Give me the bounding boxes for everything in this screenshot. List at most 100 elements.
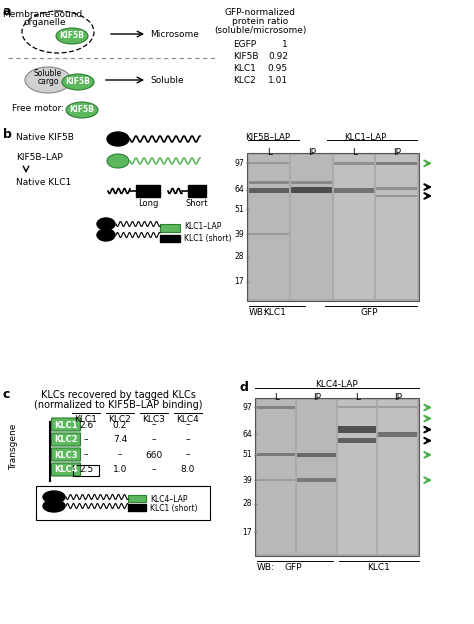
Text: 28: 28 [243, 499, 252, 509]
Bar [257, 454, 295, 456]
Text: IP: IP [308, 148, 316, 157]
Text: –: – [152, 421, 156, 429]
Text: KLC1–LAP: KLC1–LAP [344, 133, 386, 142]
Text: –: – [152, 466, 156, 474]
Bar [379, 432, 417, 437]
Bar [379, 406, 417, 409]
Text: 51: 51 [242, 451, 252, 459]
Ellipse shape [25, 67, 71, 93]
Text: KLC1: KLC1 [233, 64, 256, 73]
Text: (soluble/microsome): (soluble/microsome) [214, 26, 306, 35]
Text: Microsome: Microsome [150, 30, 199, 39]
Bar [376, 162, 417, 165]
Text: 0.92: 0.92 [268, 52, 288, 61]
Text: KIF5B: KIF5B [65, 77, 91, 87]
Bar [249, 233, 290, 235]
Bar [249, 162, 290, 164]
Bar [292, 187, 332, 193]
Bar [160, 235, 180, 242]
Bar [376, 187, 417, 190]
Text: L: L [274, 393, 279, 402]
Text: b: b [3, 128, 12, 141]
Bar [73, 464, 99, 475]
Text: KLC2: KLC2 [54, 436, 78, 444]
Bar [257, 406, 295, 409]
Bar [247, 153, 419, 301]
Text: KLC1: KLC1 [74, 415, 98, 424]
FancyBboxPatch shape [52, 418, 81, 431]
Text: KLC1: KLC1 [367, 563, 391, 572]
Ellipse shape [62, 74, 94, 90]
Text: Soluble: Soluble [150, 76, 183, 85]
Bar [379, 400, 417, 554]
Bar [298, 400, 336, 554]
Ellipse shape [97, 218, 115, 230]
Ellipse shape [66, 102, 98, 118]
Text: 8.0: 8.0 [181, 466, 195, 474]
FancyBboxPatch shape [52, 448, 81, 461]
Text: KIF5B: KIF5B [233, 52, 258, 61]
Text: Membrane-bound: Membrane-bound [2, 10, 82, 19]
Bar [334, 187, 374, 192]
Bar [249, 181, 290, 184]
Bar [257, 400, 295, 554]
Text: KLC1–LAP: KLC1–LAP [184, 222, 221, 231]
Text: KLC1: KLC1 [264, 308, 286, 317]
Text: Soluble: Soluble [34, 69, 62, 79]
Text: 17: 17 [242, 528, 252, 537]
Text: cargo: cargo [37, 77, 59, 87]
Text: Short: Short [186, 199, 208, 208]
Bar [334, 155, 374, 299]
Bar [136, 185, 160, 197]
Bar [292, 181, 332, 184]
Text: GFP: GFP [284, 563, 302, 572]
Text: KLC2: KLC2 [109, 415, 131, 424]
Text: GFP: GFP [360, 308, 378, 317]
Text: L: L [352, 148, 357, 157]
Bar [36, 486, 210, 520]
Text: 64: 64 [242, 430, 252, 439]
Text: 17: 17 [234, 277, 244, 286]
Text: (normalized to KIF5B–LAP binding): (normalized to KIF5B–LAP binding) [34, 400, 202, 410]
Text: KLC4: KLC4 [54, 466, 78, 474]
Text: organelle: organelle [24, 18, 66, 27]
Bar [188, 185, 206, 197]
Text: KIF5B: KIF5B [60, 31, 84, 41]
Text: KLC4-LAP: KLC4-LAP [316, 380, 358, 389]
Bar [255, 398, 419, 556]
Text: KLC1 (short): KLC1 (short) [150, 504, 198, 513]
Text: KLC2: KLC2 [233, 76, 256, 85]
Text: 2.5: 2.5 [79, 466, 93, 474]
Text: 7.4: 7.4 [113, 436, 127, 444]
Text: 0.2: 0.2 [113, 421, 127, 429]
Text: –: – [152, 436, 156, 444]
Text: KLC4: KLC4 [177, 415, 200, 424]
Text: protein ratio: protein ratio [232, 17, 288, 26]
Text: KLCs recovered by tagged KLCs: KLCs recovered by tagged KLCs [41, 390, 195, 400]
Text: KIF5B: KIF5B [70, 105, 94, 114]
Text: 97: 97 [234, 159, 244, 168]
Bar [128, 504, 146, 511]
Text: KLC4–LAP: KLC4–LAP [150, 495, 188, 504]
Ellipse shape [107, 132, 129, 146]
Text: GFP-normalized: GFP-normalized [225, 8, 295, 17]
Text: IP: IP [313, 393, 321, 402]
Bar [334, 162, 374, 165]
Text: KIF5B–LAP: KIF5B–LAP [246, 133, 291, 142]
FancyBboxPatch shape [52, 463, 81, 476]
Ellipse shape [43, 500, 65, 512]
Text: 1.01: 1.01 [268, 76, 288, 85]
Ellipse shape [97, 229, 115, 241]
Text: WB:: WB: [249, 308, 267, 317]
Text: KLC1: KLC1 [54, 421, 78, 429]
Text: L: L [355, 393, 360, 402]
Text: Free motor:: Free motor: [12, 104, 64, 113]
Text: Native KLC1: Native KLC1 [16, 178, 71, 187]
Text: IP: IP [394, 393, 402, 402]
Text: –: – [186, 451, 190, 459]
Bar [298, 453, 336, 457]
Bar [160, 224, 180, 232]
Text: 39: 39 [234, 230, 244, 239]
Text: 1.0: 1.0 [113, 466, 127, 474]
Text: a: a [3, 5, 11, 18]
